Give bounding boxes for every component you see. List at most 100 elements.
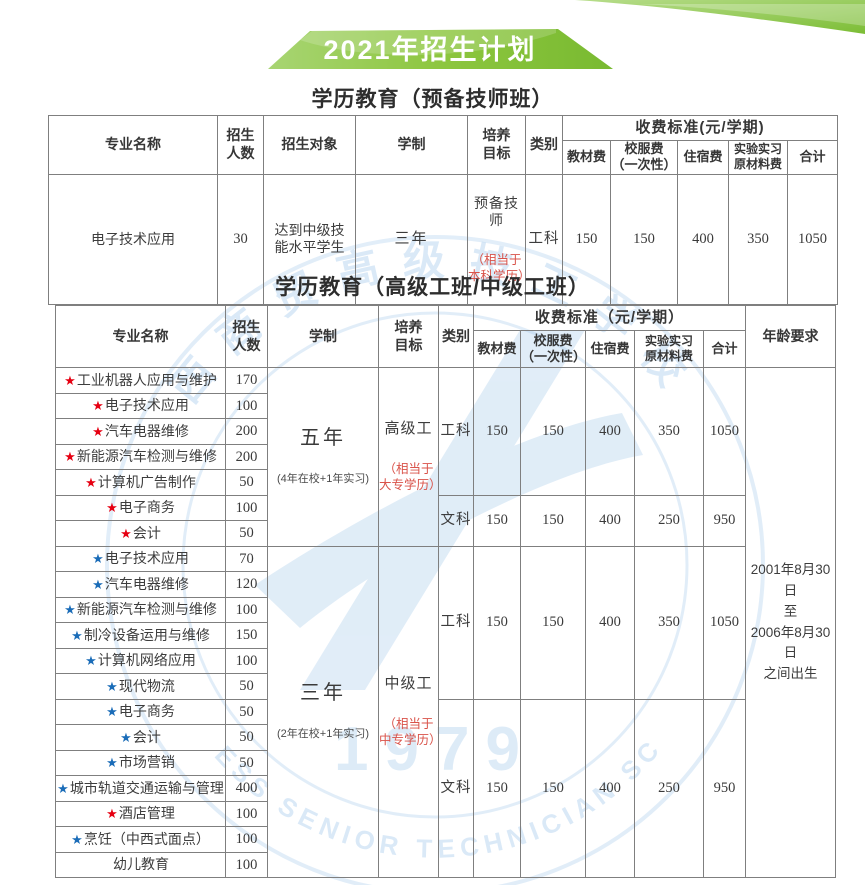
col-header-category: 类别 [438,305,474,368]
major-name: 新能源汽车检测与维修 [76,448,217,464]
star-icon: ★ [57,780,69,796]
duration-cell-3yr: 三年 (2年在校+1年实习) [267,545,379,878]
fee-total: 950 [702,698,747,878]
enrollment-count: 50 [225,749,268,776]
star-icon: ★ [106,755,118,770]
enrollment-count: 200 [225,418,268,445]
goal-note: （相当于 大专学历） [379,461,439,493]
enrollment-count: 120 [225,571,268,598]
duration-text: 三年 [300,682,346,705]
goal-cell-intermediate: 中级工 （相当于 中专学历） [378,545,439,878]
table-row: ★烹饪（中西式面点） 100 [55,826,836,853]
fee-lodging: 400 [585,545,635,700]
col-header-duration: 学制 [267,305,379,368]
major-name: 电子商务 [118,703,175,719]
goal-main: 高级工 [384,420,433,438]
category-cell: 工科 [525,173,563,305]
major-name-cell: ★计算机网络应用 [55,647,226,674]
enrollment-count: 170 [225,367,268,394]
star-icon: ★ [106,500,118,515]
major-name-cell: ★计算机广告制作 [55,469,226,496]
major-name-cell: ★新能源汽车检测与维修 [55,443,226,470]
table-row: ★新能源汽车检测与维修 100 [55,596,836,623]
table-row: ★市场营销 50 [55,749,836,776]
major-name: 会计 [132,728,161,745]
col-header-goal: 培养 目标 [467,115,526,175]
star-icon: ★ [85,653,97,668]
enrollment-count: 50 [225,469,268,496]
star-icon: ★ [106,678,118,694]
fee-col-textbook: 教材费 [562,140,611,175]
major-name: 酒店管理 [118,805,175,821]
major-name: 市场营销 [118,754,175,770]
fee-uniform: 150 [610,173,678,305]
fee-textbook: 150 [473,367,521,496]
major-name-cell: ★城市轨道交通运输与管理 [55,775,226,802]
col-header-major: 专业名称 [55,305,226,368]
enrollment-count: 200 [225,443,268,470]
major-name-cell: ★酒店管理 [55,800,226,827]
col-header-count: 招生 人数 [217,115,264,175]
fee-total: 950 [702,494,747,547]
fee-col-total: 合计 [786,140,839,175]
star-icon: ★ [64,449,76,464]
major-name: 现代物流 [118,677,175,694]
star-icon: ★ [106,704,118,719]
col-header-target: 招生对象 [263,115,356,175]
table-row: ★酒店管理 100 [55,800,836,827]
table-row: ★电子商务 50 文科 150 150 400 250 950 [55,698,836,878]
table-row: ★会计 50 [55,724,836,751]
section2-title: 学历教育（高级工班/中级工班） [275,276,590,299]
enrollment-count: 100 [225,596,268,623]
fee-col-lodging: 住宿费 [585,330,635,368]
fee-col-uniform: 校服费 （一次性） [610,140,678,175]
major-name: 电子技术应用 [104,550,189,566]
star-icon: ★ [64,372,76,388]
corner-swoosh [575,0,865,34]
major-name: 会计 [132,524,161,541]
major-name: 新能源汽车检测与维修 [76,601,217,617]
star-icon: ★ [92,576,104,592]
table-row: ★汽车电器维修 120 [55,571,836,598]
fee-textbook: 150 [562,173,611,305]
goal-cell: 预备技师 （相当于 本科学历） [467,173,526,305]
section1-title: 学历教育（预备技师班） [311,88,554,111]
major-name-cell: ★电子技术应用 [55,545,226,572]
major-name: 幼儿教育 [113,856,169,872]
star-icon: ★ [71,831,83,847]
table-row: ★计算机网络应用 100 [55,647,836,674]
major-name-cell: 幼儿教育 [55,851,226,878]
table-row: 幼儿教育 100 [55,851,836,878]
goal-main: 中级工 [384,675,433,693]
major-name-cell: ★汽车电器维修 [55,571,226,598]
star-icon: ★ [85,474,97,490]
table-row: ★工业机器人应用与维护 170 五年 (4年在校+1年实习) 高级工 （相当于 … [55,367,837,878]
star-icon: ★ [106,806,118,821]
fee-col-uniform: 校服费 （一次性） [520,330,586,368]
col-header-count: 招生 人数 [225,305,268,368]
major-name: 汽车电器维修 [104,422,189,439]
enrollment-count: 50 [225,673,268,700]
table-row: ★汽车电器维修 200 [55,418,836,445]
fee-total: 1050 [786,173,839,305]
enrollment-count: 50 [225,724,268,751]
major-name-cell: ★会计 [55,724,226,751]
col-header-category: 类别 [525,115,563,175]
col-header-goal: 培养 目标 [378,305,439,368]
duration-note: (2年在校+1年实习) [277,728,369,741]
major-name-cell: ★电子技术应用 [55,392,226,419]
fee-materials: 350 [634,367,704,496]
col-header-major: 专业名称 [48,115,218,175]
fee-uniform: 150 [520,367,586,496]
fee-materials: 350 [728,173,788,305]
fee-col-textbook: 教材费 [473,330,521,368]
major-name-cell: ★电子商务 [55,494,226,521]
category-cell: 工科 [438,545,474,700]
major-name-cell: ★市场营销 [55,749,226,776]
star-icon: ★ [92,398,104,413]
major-name-cell: ★烹饪（中西式面点） [55,826,226,853]
duration-note: (4年在校+1年实习) [277,473,369,486]
category-cell: 文科 [438,698,474,878]
fee-lodging: 400 [585,494,635,547]
